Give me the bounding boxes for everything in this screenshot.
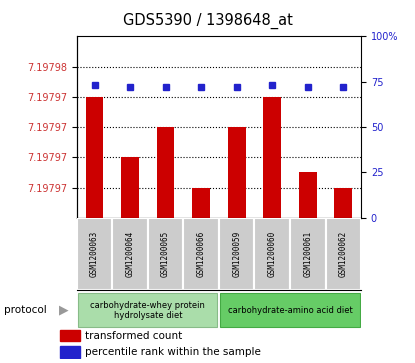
- Text: GDS5390 / 1398648_at: GDS5390 / 1398648_at: [122, 13, 293, 29]
- Text: carbohydrate-whey protein
hydrolysate diet: carbohydrate-whey protein hydrolysate di…: [90, 301, 205, 320]
- FancyBboxPatch shape: [220, 293, 360, 327]
- Text: GSM1200062: GSM1200062: [339, 231, 348, 277]
- Text: GSM1200065: GSM1200065: [161, 231, 170, 277]
- Text: GSM1200066: GSM1200066: [197, 231, 206, 277]
- Text: GSM1200059: GSM1200059: [232, 231, 241, 277]
- Text: protocol: protocol: [4, 305, 47, 315]
- Text: GSM1200061: GSM1200061: [303, 231, 312, 277]
- Bar: [121, 157, 139, 218]
- Text: GSM1200064: GSM1200064: [126, 231, 134, 277]
- Bar: [334, 188, 352, 218]
- FancyBboxPatch shape: [78, 293, 217, 327]
- Bar: [228, 127, 246, 218]
- FancyBboxPatch shape: [254, 218, 290, 290]
- FancyBboxPatch shape: [183, 218, 219, 290]
- Text: carbohydrate-amino acid diet: carbohydrate-amino acid diet: [227, 306, 352, 315]
- Bar: [157, 127, 174, 218]
- Bar: [61, 330, 80, 341]
- Text: GSM1200060: GSM1200060: [268, 231, 277, 277]
- Text: transformed count: transformed count: [85, 331, 182, 341]
- FancyBboxPatch shape: [290, 218, 325, 290]
- Bar: [61, 346, 80, 358]
- FancyBboxPatch shape: [148, 218, 183, 290]
- FancyBboxPatch shape: [219, 218, 254, 290]
- Text: percentile rank within the sample: percentile rank within the sample: [85, 347, 261, 357]
- Bar: [299, 172, 317, 218]
- FancyBboxPatch shape: [112, 218, 148, 290]
- Bar: [192, 188, 210, 218]
- Text: GSM1200063: GSM1200063: [90, 231, 99, 277]
- Bar: [264, 97, 281, 218]
- Bar: [85, 97, 103, 218]
- FancyBboxPatch shape: [325, 218, 361, 290]
- FancyBboxPatch shape: [77, 218, 112, 290]
- Text: ▶: ▶: [59, 304, 68, 317]
